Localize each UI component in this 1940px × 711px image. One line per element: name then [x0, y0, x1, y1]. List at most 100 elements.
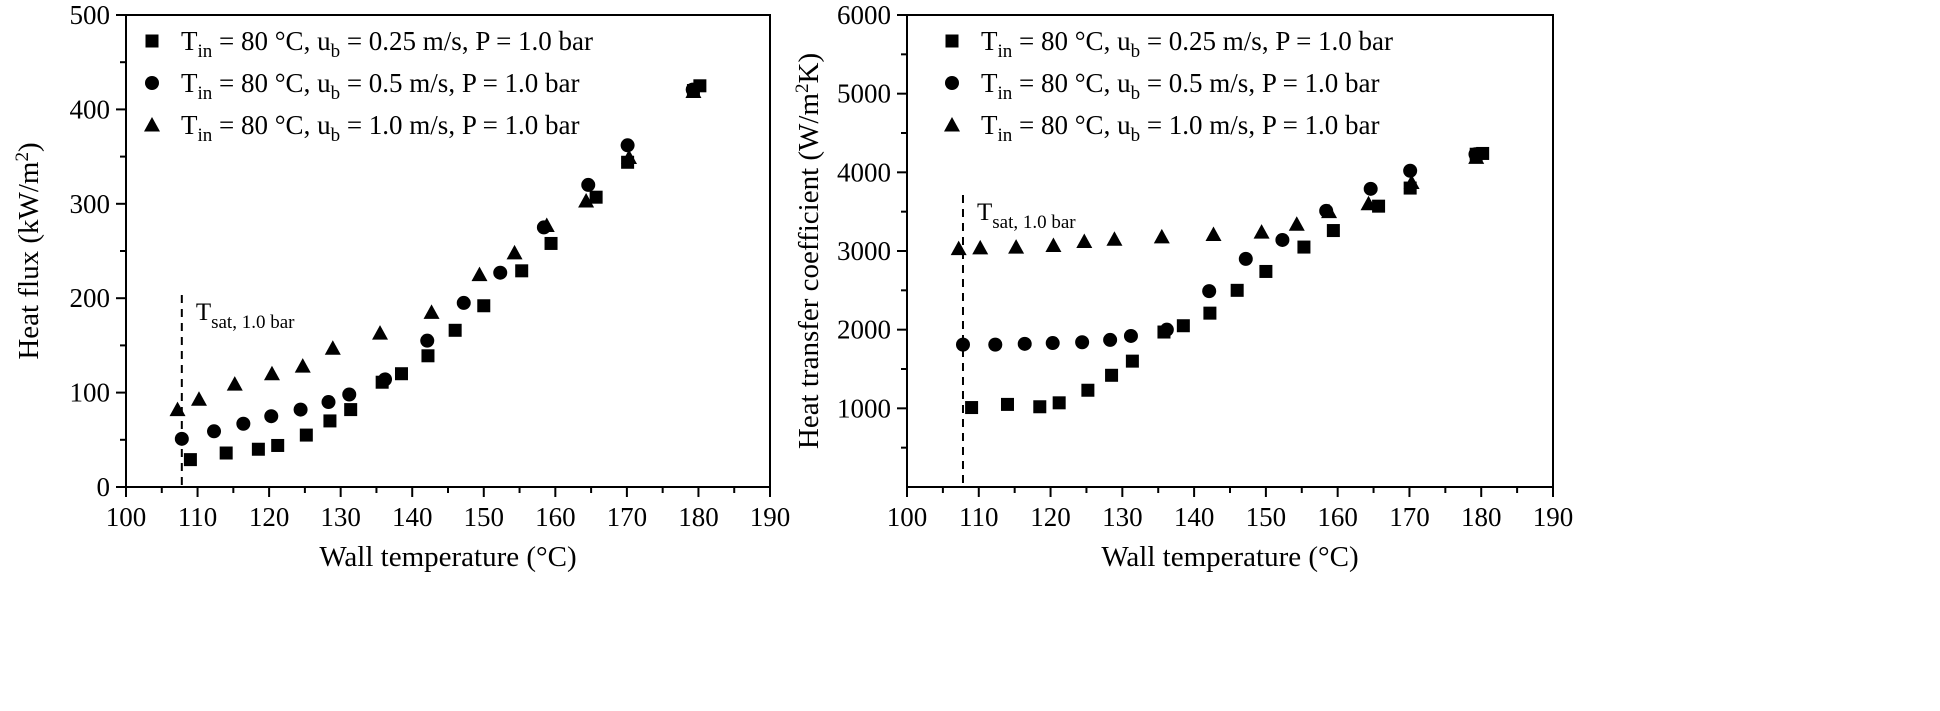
x-tick-label: 190 [1533, 502, 1574, 532]
saturation-annotation: Tsat, 1.0 bar [977, 199, 1076, 233]
data-point-triangle [423, 304, 440, 319]
data-point-circle [493, 265, 508, 280]
y-axis-label-end: ) [13, 142, 45, 152]
x-tick-label: 140 [392, 502, 433, 532]
y-axis-label-end: K) [793, 53, 825, 84]
data-point-circle [342, 387, 357, 402]
data-point-circle [378, 372, 393, 387]
x-tick-label: 160 [535, 502, 576, 532]
y-tick-label: 1000 [837, 393, 891, 423]
data-point-square [1203, 306, 1217, 320]
data-point-triangle [972, 239, 989, 255]
data-point-triangle [1045, 237, 1062, 252]
data-point-circle [1363, 181, 1378, 196]
data-point-circle [1045, 336, 1060, 351]
data-point-circle [236, 416, 251, 431]
data-point-circle [264, 409, 279, 424]
data-point-triangle [621, 149, 638, 165]
y-tick-label: 200 [70, 283, 111, 313]
legend-t-sub: in [198, 83, 213, 104]
x-tick-label: 160 [1317, 502, 1358, 532]
data-point-circle [1238, 251, 1253, 266]
x-tick-label: 130 [1102, 502, 1143, 532]
legend-entry-label: Tin = 80 °C, ub = 0.25 m/s, P = 1.0 bar [181, 26, 593, 62]
x-tick-label: 190 [750, 502, 791, 532]
data-point-triangle [372, 325, 389, 340]
legend-entry-label: Tin = 80 °C, ub = 0.25 m/s, P = 1.0 bar [981, 26, 1393, 62]
x-tick-label: 100 [106, 502, 147, 532]
legend-marker-circle [145, 76, 159, 90]
series-circle [955, 147, 1483, 352]
legend-mid: = 80 °C, u [212, 26, 331, 56]
x-tick-label: 110 [959, 502, 999, 532]
data-point-triangle [1153, 228, 1170, 244]
y-axis-label: Heat transfer coefficient (W/m2K) [792, 53, 826, 449]
y-tick-label: 100 [70, 378, 111, 408]
x-tick-label: 170 [1389, 502, 1430, 532]
y-tick-label: 0 [97, 472, 111, 502]
legend-entry-label: Tin = 80 °C, ub = 1.0 m/s, P = 1.0 bar [181, 110, 580, 146]
x-axis-label: Wall temperature (°C) [1101, 541, 1358, 573]
data-point-circle [955, 337, 970, 352]
data-point-square [448, 323, 462, 337]
data-point-square [589, 190, 603, 204]
y-tick-label: 300 [70, 189, 111, 219]
annotation-main: T [977, 199, 992, 226]
data-point-circle [293, 402, 308, 417]
data-point-triangle [471, 266, 488, 282]
legend-end: = 0.25 m/s, P = 1.0 bar [340, 26, 593, 56]
data-point-circle [1075, 335, 1090, 350]
data-point-square [1000, 397, 1014, 411]
data-point-square [1033, 400, 1047, 414]
data-point-square [323, 414, 337, 428]
data-point-triangle [950, 240, 967, 256]
data-point-triangle [169, 401, 186, 417]
legend-t: T [181, 68, 198, 98]
data-point-square [344, 403, 358, 417]
data-point-square [1259, 264, 1273, 278]
data-point-triangle [1321, 203, 1338, 219]
data-point-triangle [1205, 226, 1222, 241]
legend-u-sub: b [331, 83, 341, 104]
data-point-circle [321, 395, 336, 410]
data-point-triangle [685, 83, 702, 98]
data-point-circle [1017, 336, 1032, 351]
y-axis-label-superscript: 2 [792, 83, 813, 93]
saturation-annotation: Tsat, 1.0 bar [196, 299, 295, 333]
data-point-circle [620, 138, 635, 153]
y-axis-label-text: Heat flux (kW/m [13, 161, 45, 360]
heat-transfer-coefficient-chart: 100 110 120 130 140 150 160 170 180 190 1000 2000 30… [792, 0, 1574, 573]
legend-t: T [981, 26, 998, 56]
data-point-circle [1403, 163, 1418, 178]
data-point-square [421, 349, 435, 363]
legend-entry-label: Tin = 80 °C, ub = 0.5 m/s, P = 1.0 bar [981, 68, 1380, 104]
data-point-circle [581, 177, 596, 192]
legend-t: T [981, 110, 998, 140]
x-tick-label: 140 [1174, 502, 1215, 532]
data-point-triangle [226, 376, 243, 391]
legend-end: = 0.25 m/s, P = 1.0 bar [1140, 26, 1393, 56]
legend-mid: = 80 °C, u [1012, 68, 1131, 98]
data-point-square [1125, 354, 1139, 368]
legend-entry-label: Tin = 80 °C, ub = 0.5 m/s, P = 1.0 bar [181, 68, 580, 104]
y-axis-label-superscript: 2 [12, 152, 33, 162]
legend-t-sub: in [198, 125, 213, 146]
legend-marker-triangle [944, 117, 960, 132]
data-point-circle [207, 424, 222, 439]
data-point-triangle [1253, 224, 1270, 239]
annotation-subscript: sat, 1.0 bar [992, 212, 1076, 233]
data-point-square [1230, 283, 1244, 297]
legend-t-sub: in [998, 41, 1013, 62]
legend-mid: = 80 °C, u [1012, 26, 1131, 56]
data-point-circle [1202, 284, 1217, 299]
data-point-triangle [1468, 149, 1485, 164]
legend-mid: = 80 °C, u [1012, 110, 1131, 140]
data-point-square [1297, 240, 1311, 254]
y-tick-label: 6000 [837, 0, 891, 30]
x-axis-label: Wall temperature (°C) [319, 541, 576, 573]
legend-u-sub: b [331, 125, 341, 146]
x-tick-label: 120 [1030, 502, 1071, 532]
data-point-square [1052, 396, 1066, 410]
legend-u-sub: b [1131, 125, 1141, 146]
